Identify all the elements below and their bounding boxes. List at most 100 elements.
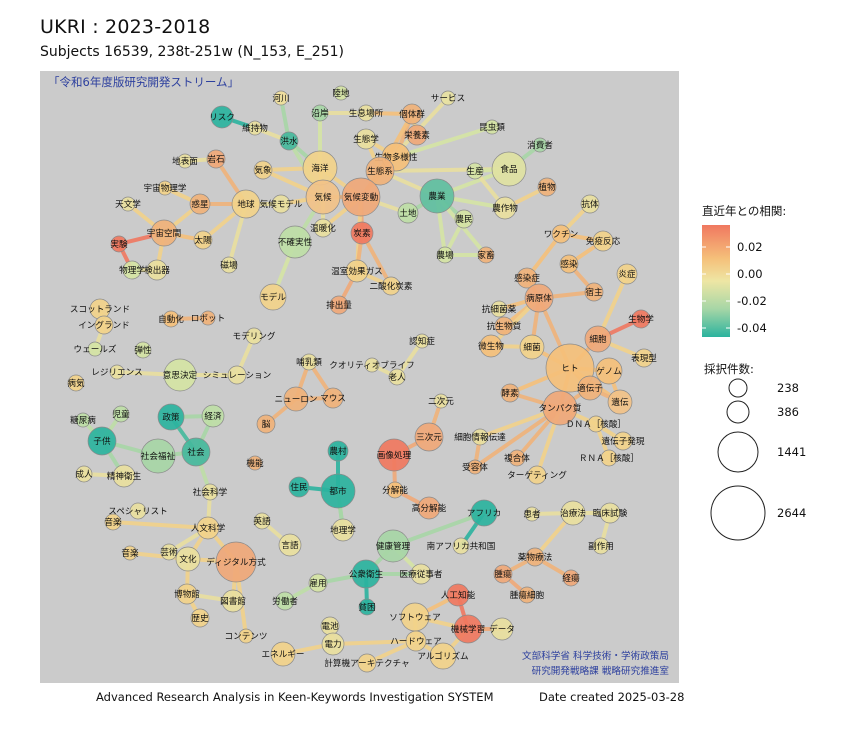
node-label: 感染症 — [514, 272, 540, 284]
node-circle — [600, 449, 618, 467]
node: 検出器 — [144, 259, 170, 281]
node-label: 成人 — [75, 468, 93, 480]
node: 都市 — [320, 473, 356, 509]
size-tick-label: 1441 — [777, 445, 807, 459]
node-circle — [146, 259, 168, 281]
node-label: 薬物療法 — [518, 551, 553, 563]
node-circle — [193, 230, 213, 250]
node: 感染症 — [514, 267, 540, 289]
node-label: 三次元 — [416, 431, 442, 443]
node: 抗生物質 — [487, 316, 522, 336]
node-label: アフリカ — [467, 508, 501, 519]
node: 政策 — [157, 403, 185, 431]
node-circle — [220, 256, 238, 274]
node-circle — [525, 547, 545, 567]
node-label: 老人 — [388, 371, 406, 383]
credit-line-1: 文部科学省 科学技術・学術政策局 — [522, 650, 669, 662]
node-circle — [75, 465, 93, 483]
node-circle — [112, 464, 136, 488]
node-label: 太陽 — [194, 234, 212, 246]
node-label: 生息場所 — [349, 107, 384, 119]
color-legend-title: 直近年との相関: — [702, 204, 787, 218]
node-label: 機械学習 — [451, 623, 485, 635]
node: 機能 — [246, 455, 264, 471]
node: 人工知能 — [441, 583, 476, 607]
node-label: 宇宙物理学 — [144, 182, 187, 194]
node-label: 医療従事者 — [400, 568, 443, 580]
node-circle — [452, 537, 470, 555]
node: データ — [489, 617, 515, 641]
node-label: リスク — [209, 112, 235, 123]
node: 酵素 — [500, 383, 520, 403]
node: 健康管理 — [376, 529, 411, 563]
node: 電池 — [320, 616, 340, 636]
node-label: 遺伝 — [611, 396, 629, 408]
node-circle — [508, 449, 526, 467]
node-circle — [221, 589, 245, 613]
node-label: 脳 — [262, 418, 271, 430]
node: 農作物 — [492, 196, 518, 220]
node-circle — [377, 438, 411, 472]
node: 家畜 — [477, 246, 495, 264]
size-circle — [717, 431, 759, 473]
node: スペシャリスト — [108, 502, 168, 520]
color-tick-label: 0.02 — [737, 240, 763, 254]
node-circle — [560, 500, 586, 526]
node-circle — [288, 476, 310, 498]
node-label: 免疫反応 — [586, 235, 621, 247]
node-label: 農場 — [436, 249, 454, 261]
node-circle — [206, 149, 226, 169]
node: 免疫反応 — [586, 230, 621, 252]
node-label: ディジタル方式 — [206, 556, 266, 568]
node: 抗体 — [580, 194, 600, 214]
node: 腫瘍細胞 — [510, 586, 545, 604]
node: 微生物 — [478, 334, 504, 358]
node: アルゴリズム — [417, 642, 469, 670]
node-circle — [87, 341, 103, 357]
node-circle — [87, 426, 117, 456]
node-circle — [150, 219, 178, 247]
node: 個体群 — [399, 103, 425, 125]
node-label: 排出量 — [326, 299, 352, 311]
node: 二次元 — [428, 393, 454, 409]
node-label: スコットランド — [70, 304, 130, 315]
node-label: 細胞 — [589, 333, 607, 345]
node-circle — [351, 559, 381, 589]
node: 地理学 — [330, 518, 356, 542]
node-circle — [162, 310, 180, 328]
node: 脳 — [256, 414, 276, 434]
node: 言語 — [278, 533, 302, 557]
node: 労働者 — [272, 591, 298, 611]
node: 文化 — [175, 546, 201, 572]
node: 複合体 — [504, 449, 530, 467]
node-label: 人文科学 — [191, 522, 226, 534]
node: 遺伝子発現 — [602, 431, 645, 451]
node-circle — [122, 260, 142, 280]
node: 細胞情報伝達 — [454, 428, 506, 446]
node-label: 河川 — [272, 92, 289, 104]
node-circle — [417, 496, 441, 520]
node-label: クオリティオブライフ — [329, 359, 414, 371]
node-label: 言語 — [281, 539, 299, 551]
node-label: 実験 — [110, 238, 128, 250]
panel-label: 「令和6年度版研究開発ストリーム」 — [48, 75, 239, 89]
node-circle — [440, 90, 456, 106]
node: 薬物療法 — [518, 547, 553, 567]
node-circle — [484, 119, 500, 135]
node-circle — [350, 221, 374, 245]
node-circle — [436, 246, 454, 264]
node-circle — [308, 573, 328, 593]
node-label: コンテンツ — [225, 631, 268, 642]
node: クオリティオブライフ — [329, 357, 415, 373]
node-label: 図書館 — [220, 595, 246, 607]
node: ターゲティング — [507, 465, 567, 485]
node-circle — [532, 137, 548, 153]
node-circle — [231, 189, 261, 219]
node-circle — [559, 254, 579, 274]
node-label: 地球 — [237, 198, 255, 210]
node: 画像処理 — [377, 438, 412, 472]
node-circle — [386, 481, 404, 499]
size-tick-label: 386 — [777, 405, 799, 419]
node: 農村 — [327, 440, 349, 462]
node-label: ターゲティング — [507, 469, 567, 481]
